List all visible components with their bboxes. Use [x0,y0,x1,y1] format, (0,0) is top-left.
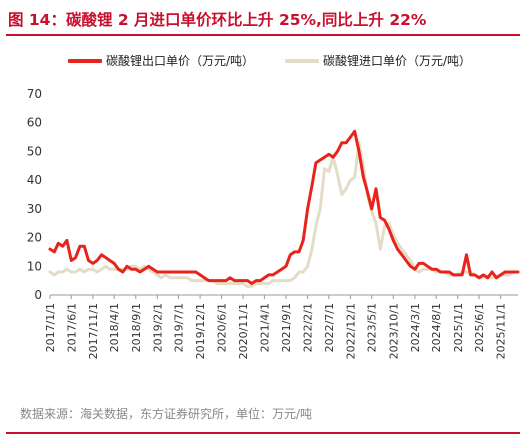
legend-item-export: 碳酸锂出口单价（万元/吨） [68,52,254,69]
x-tick-label: 2018/9/1 [130,303,143,352]
x-tick-label: 2021/9/1 [280,303,293,352]
series-line-import [48,141,520,288]
title-divider [6,34,520,36]
x-tick-label: 2023/5/1 [366,303,379,352]
legend-item-import: 碳酸锂进口单价（万元/吨） [285,52,471,69]
x-tick-label: 2022/2/1 [302,303,315,352]
x-tick-label: 2021/4/1 [258,303,271,352]
x-tick-label: 2019/7/1 [172,303,185,352]
y-tick-label: 40 [27,173,42,187]
x-tick-label: 2025/6/1 [473,303,486,352]
legend-label-import: 碳酸锂进口单价（万元/吨） [323,54,472,68]
x-tick-label: 2019/12/1 [194,303,207,359]
legend-swatch-import [285,58,319,63]
x-tick-label: 2024/8/1 [430,303,443,352]
x-tick-label: 2017/1/1 [44,303,57,352]
chart-legend: 碳酸锂出口单价（万元/吨） 碳酸锂进口单价（万元/吨） [0,52,526,72]
x-tick-label: 2022/7/1 [323,303,336,352]
legend-label-export: 碳酸锂出口单价（万元/吨） [106,54,255,68]
chart-title: 图 14：碳酸锂 2 月进口单价环比上升 25%,同比上升 22% [8,11,427,29]
x-tick-label: 2018/4/1 [108,303,121,352]
x-tick-label: 2020/6/1 [216,303,229,352]
y-tick-label: 50 [27,144,42,158]
y-tick-label: 10 [27,259,42,273]
x-tick-label: 2022/12/1 [344,303,357,359]
x-tick-label: 2023/10/1 [387,303,400,359]
x-tick-label: 2025/1/1 [452,303,465,352]
line-chart: 0 10 20 30 40 50 60 70 2017/1/1 2017/6/1 2017/11/1… [27,87,520,359]
legend-swatch-export [68,58,102,63]
y-tick-label: 60 [27,116,42,130]
y-tick-label: 20 [27,231,42,245]
series-line-export [48,129,520,285]
y-tick-label: 0 [34,288,42,302]
x-tick-label: 2025/11/1 [495,303,508,359]
y-tick-label: 70 [27,87,42,101]
x-tick-label: 2017/6/1 [65,303,78,352]
source-note: 数据来源：海关数据，东方证券研究所，单位：万元/吨 [20,407,313,421]
footer-divider [6,432,520,434]
y-tick-label: 30 [27,202,42,216]
x-tick-label: 2017/11/1 [87,303,100,359]
x-tick-label: 2019/2/1 [151,303,164,352]
x-tick-label: 2020/11/1 [237,303,250,359]
x-tick-label: 2024/3/1 [409,303,422,352]
